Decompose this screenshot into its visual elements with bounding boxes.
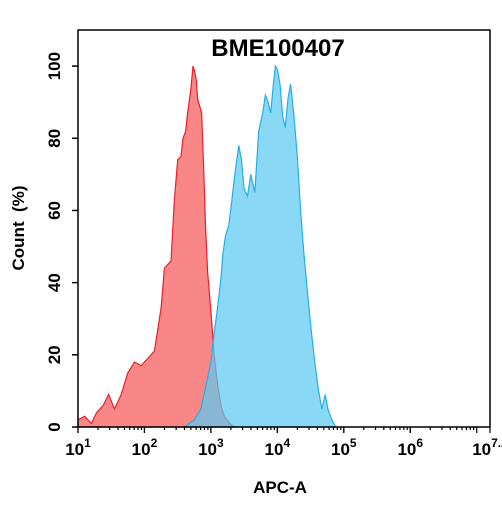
y-tick-label: 60 bbox=[45, 201, 64, 220]
x-axis-label: APC-A bbox=[253, 478, 307, 497]
y-tick-label: 0 bbox=[45, 422, 64, 431]
y-tick-label: 100 bbox=[45, 52, 64, 80]
y-tick-label: 40 bbox=[45, 273, 64, 292]
histogram-series-2 bbox=[182, 64, 337, 428]
y-tick-label: 20 bbox=[45, 345, 64, 364]
histogram-series-1 bbox=[77, 65, 236, 428]
x-tick-label: 102 bbox=[132, 436, 158, 459]
plot-area bbox=[77, 64, 337, 428]
x-tick-label: 105 bbox=[331, 436, 357, 459]
y-axis: 0 20 40 60 80 100 bbox=[45, 52, 78, 432]
chart-title: BME100407 bbox=[211, 35, 344, 62]
y-axis-label: Count (%) bbox=[9, 186, 28, 271]
x-tick-label: 106 bbox=[397, 436, 423, 459]
x-tick-label: 107.2 bbox=[472, 436, 502, 459]
y-tick-label: 80 bbox=[45, 129, 64, 148]
x-tick-label: 101 bbox=[65, 436, 91, 459]
plot-frame bbox=[77, 29, 491, 428]
x-tick-label: 103 bbox=[198, 436, 224, 459]
x-tick-label: 104 bbox=[265, 436, 291, 459]
x-axis: 101 102 103 104 105 106 107.2 bbox=[65, 427, 502, 459]
